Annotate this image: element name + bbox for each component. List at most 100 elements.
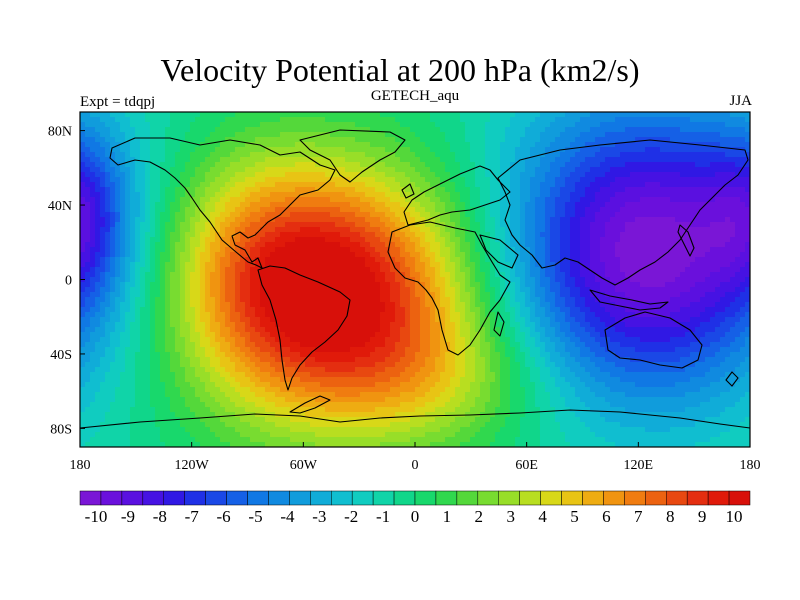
field-cell — [265, 267, 271, 273]
field-cell — [230, 172, 236, 178]
field-cell — [275, 127, 281, 133]
field-cell — [420, 117, 426, 123]
field-cell — [520, 182, 526, 188]
field-cell — [380, 207, 386, 213]
field-cell — [550, 187, 556, 193]
field-cell — [140, 187, 146, 193]
field-cell — [185, 167, 191, 173]
field-cell — [130, 222, 136, 228]
field-cell — [465, 242, 471, 248]
field-cell — [675, 212, 681, 218]
field-cell — [600, 117, 606, 123]
field-cell — [445, 202, 451, 208]
field-cell — [375, 237, 381, 243]
field-cell — [180, 247, 186, 253]
field-cell — [370, 192, 376, 198]
field-cell — [720, 152, 726, 158]
field-cell — [110, 177, 116, 183]
field-cell — [665, 222, 671, 228]
field-cell — [545, 287, 551, 293]
field-cell — [715, 217, 721, 223]
field-cell — [565, 182, 571, 188]
field-cell — [290, 252, 296, 258]
field-cell — [560, 117, 566, 123]
field-cell — [645, 237, 651, 243]
field-cell — [690, 202, 696, 208]
field-cell — [110, 167, 116, 173]
field-cell — [145, 152, 151, 158]
field-cell — [685, 142, 691, 148]
field-cell — [455, 122, 461, 128]
field-cell — [340, 147, 346, 153]
field-cell — [85, 237, 91, 243]
field-cell — [480, 222, 486, 228]
field-cell — [725, 217, 731, 223]
field-cell — [635, 137, 641, 143]
field-cell — [185, 257, 191, 263]
field-cell — [540, 222, 546, 228]
field-cell — [670, 287, 676, 293]
field-cell — [650, 162, 656, 168]
field-cell — [465, 237, 471, 243]
field-cell — [610, 177, 616, 183]
field-cell — [140, 247, 146, 253]
field-cell — [510, 187, 516, 193]
field-cell — [225, 292, 231, 298]
field-cell — [710, 197, 716, 203]
field-cell — [375, 157, 381, 163]
field-cell — [610, 192, 616, 198]
field-cell — [330, 252, 336, 258]
field-cell — [720, 252, 726, 258]
field-cell — [635, 292, 641, 298]
field-cell — [325, 272, 331, 278]
field-cell — [215, 252, 221, 258]
field-cell — [605, 252, 611, 258]
field-cell — [340, 172, 346, 178]
field-cell — [460, 177, 466, 183]
field-cell — [360, 137, 366, 143]
field-cell — [730, 262, 736, 268]
field-cell — [535, 257, 541, 263]
field-cell — [670, 137, 676, 143]
field-cell — [560, 232, 566, 238]
field-cell — [705, 192, 711, 198]
field-cell — [335, 237, 341, 243]
field-cell — [555, 257, 561, 263]
field-cell — [635, 117, 641, 123]
field-cell — [265, 127, 271, 133]
field-cell — [595, 132, 601, 138]
field-cell — [335, 192, 341, 198]
field-cell — [485, 242, 491, 248]
field-cell — [195, 212, 201, 218]
field-cell — [580, 157, 586, 163]
field-cell — [530, 287, 536, 293]
field-cell — [80, 297, 86, 303]
field-cell — [100, 297, 106, 303]
field-cell — [105, 172, 111, 178]
field-cell — [365, 157, 371, 163]
field-cell — [395, 217, 401, 223]
field-cell — [695, 272, 701, 278]
field-cell — [275, 242, 281, 248]
field-cell — [190, 157, 196, 163]
field-cell — [640, 207, 646, 213]
field-cell — [610, 217, 616, 223]
field-cell — [285, 217, 291, 223]
field-cell — [375, 247, 381, 253]
field-cell — [535, 157, 541, 163]
field-cell — [175, 257, 181, 263]
field-cell — [160, 217, 166, 223]
field-cell — [220, 117, 226, 123]
field-cell — [375, 252, 381, 258]
field-cell — [85, 202, 91, 208]
field-cell — [475, 137, 481, 143]
field-cell — [660, 262, 666, 268]
field-cell — [245, 287, 251, 293]
field-cell — [160, 167, 166, 173]
field-cell — [180, 267, 186, 273]
field-cell — [415, 147, 421, 153]
field-cell — [210, 237, 216, 243]
field-cell — [270, 187, 276, 193]
field-cell — [490, 117, 496, 123]
